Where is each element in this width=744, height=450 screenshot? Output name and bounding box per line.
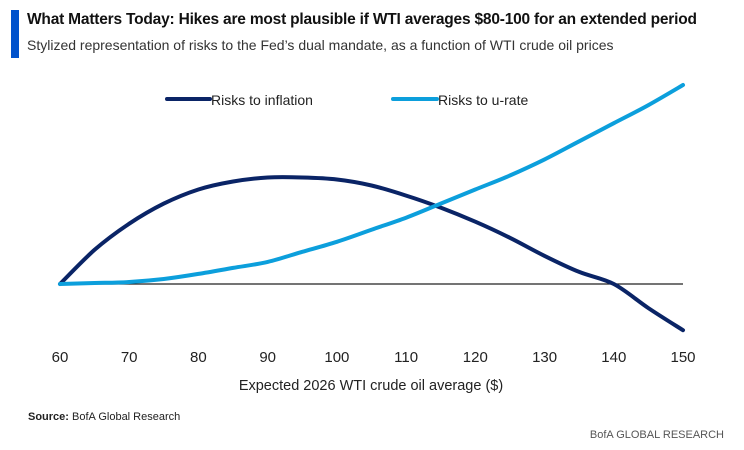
x-tick-label: 120	[463, 349, 488, 366]
legend-label-inflation: Risks to inflation	[211, 92, 313, 108]
x-tick-label: 60	[52, 349, 69, 366]
x-tick-labels: 60 70 80 90 100 110 120 130 140 150	[52, 349, 696, 366]
source-note: Source: BofA Global Research	[28, 411, 180, 423]
x-tick-label: 90	[259, 349, 276, 366]
chart-title: What Matters Today: Hikes are most plaus…	[27, 11, 697, 28]
x-axis-label: Expected 2026 WTI crude oil average ($)	[239, 378, 503, 394]
series-line-urate	[58, 83, 685, 286]
legend: Risks to inflation Risks to u-rate	[165, 92, 528, 108]
x-tick-label: 150	[670, 349, 695, 366]
title-accent-bar	[11, 10, 19, 58]
series-layer	[58, 83, 685, 333]
legend-label-urate: Risks to u-rate	[438, 92, 528, 108]
brand-watermark: BofA GLOBAL RESEARCH	[589, 429, 724, 441]
x-tick-label: 110	[394, 349, 418, 366]
x-tick-label: 100	[324, 349, 349, 366]
x-tick-label: 140	[601, 349, 626, 366]
x-tick-label: 80	[190, 349, 207, 366]
source-label: Source:	[28, 411, 69, 423]
x-tick-label: 70	[121, 349, 138, 366]
series-line-inflation	[58, 175, 685, 333]
chart-subtitle: Stylized representation of risks to the …	[27, 37, 614, 53]
source-text: BofA Global Research	[72, 411, 181, 423]
x-tick-label: 130	[532, 349, 557, 366]
